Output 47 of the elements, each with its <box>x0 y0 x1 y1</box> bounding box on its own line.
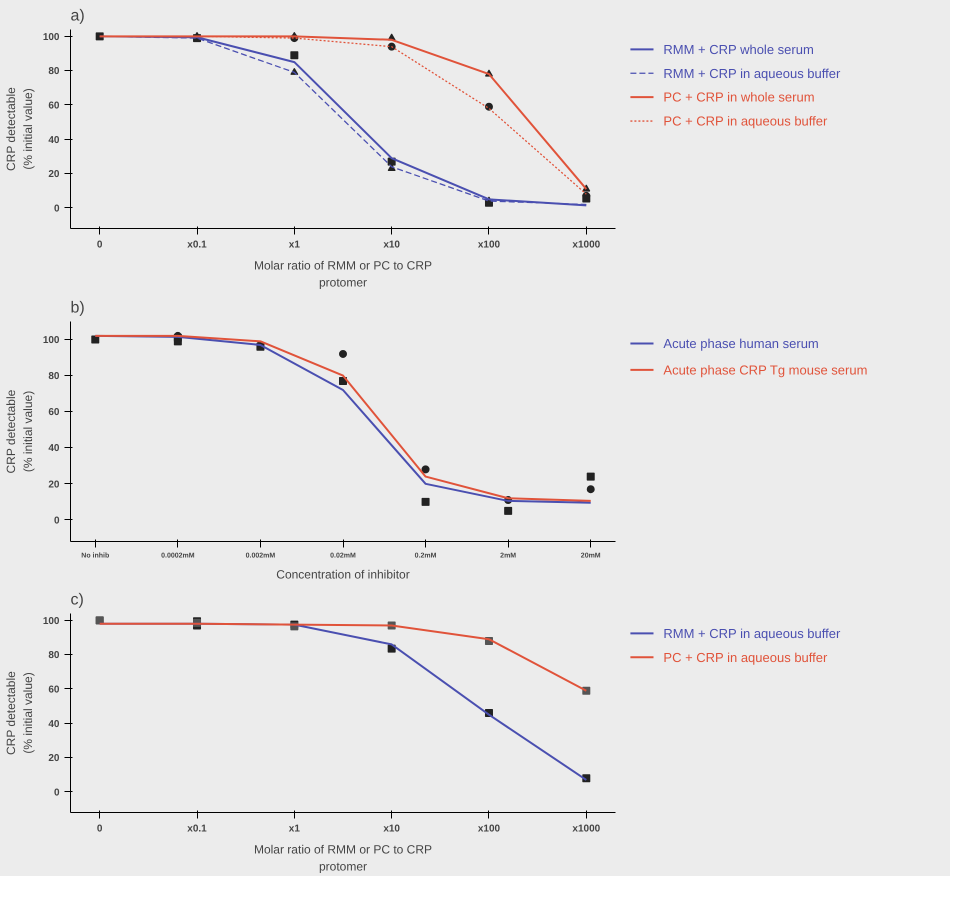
chart-title: a) <box>70 8 85 24</box>
y-tick-label: 20 <box>48 753 60 764</box>
x-tick-label: 0 <box>96 824 103 834</box>
y-axis-title: CRP detectable (% initial value) <box>4 670 35 756</box>
y-tick-label: 100 <box>42 32 60 43</box>
x-axis-title: Molar ratio of RMM or PC to CRP protomer <box>254 258 432 290</box>
y-tick-label: 100 <box>42 616 60 627</box>
y-tick-label: 0 <box>54 203 60 214</box>
y-tick-label: 60 <box>48 407 60 418</box>
x-tick-label: x0.1 <box>187 240 208 250</box>
x-tick-label: x1000 <box>572 824 601 834</box>
y-tick-label: 80 <box>48 371 60 382</box>
legend-label: PC + CRP in aqueous buffer <box>663 650 828 665</box>
x-tick-label: x0.1 <box>187 824 208 834</box>
x-tick-label: x10 <box>383 824 400 834</box>
x-tick-label: x100 <box>478 240 501 250</box>
x-tick-label: 0 <box>96 240 103 250</box>
chart-title: b) <box>70 300 85 316</box>
y-tick-label: 60 <box>48 684 60 696</box>
y-tick-label: 80 <box>48 650 60 662</box>
y-tick-label: 20 <box>48 169 60 180</box>
y-tick-label: 0 <box>54 515 60 526</box>
legend-label: Acute phase CRP Tg mouse serum <box>663 362 868 378</box>
legend-label: RMM + CRP in aqueous buffer <box>663 66 841 81</box>
x-axis-title: Molar ratio of RMM or PC to CRP protomer <box>254 842 432 874</box>
chart-title: c) <box>70 592 84 608</box>
x-axis-title: Concentration of inhibitor <box>276 568 410 582</box>
x-tick-label: x1 <box>288 240 300 250</box>
legend-label: Acute phase human serum <box>663 336 819 351</box>
y-tick-label: 40 <box>48 718 60 730</box>
y-tick-label: 20 <box>48 479 60 490</box>
legend-label: PC + CRP in aqueous buffer <box>663 114 828 129</box>
y-axis-title: CRP detectable (% initial value) <box>4 86 35 172</box>
y-tick-label: 0 <box>54 787 60 798</box>
y-axis-title: CRP detectable (% initial value) <box>4 389 35 474</box>
y-tick-label: 60 <box>48 100 60 112</box>
legend-label: RMM + CRP in aqueous buffer <box>663 626 841 641</box>
x-tick-label: x1000 <box>572 240 601 250</box>
y-tick-label: 80 <box>48 66 60 78</box>
y-tick-label: 100 <box>42 335 60 346</box>
y-tick-label: 40 <box>48 443 60 454</box>
legend-label: RMM + CRP whole serum <box>663 42 814 57</box>
y-tick-label: 40 <box>48 134 60 146</box>
x-tick-label: x10 <box>383 240 400 250</box>
legend-label: PC + CRP in whole serum <box>663 90 815 105</box>
x-tick-label: x100 <box>478 824 501 834</box>
x-tick-label: x1 <box>288 824 300 834</box>
